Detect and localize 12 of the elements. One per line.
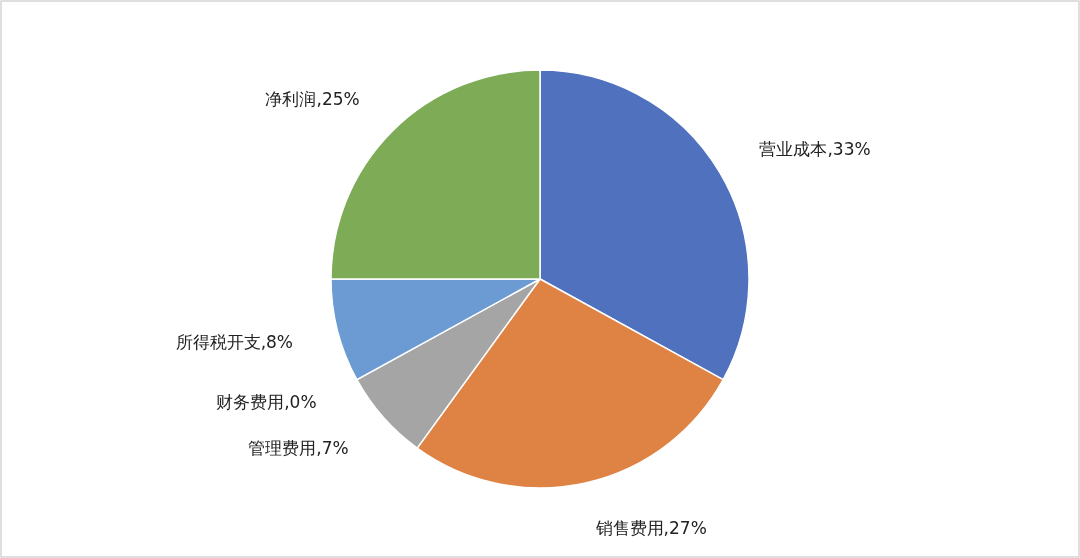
text: ,0% — [284, 391, 317, 412]
data-label: ,7% — [316, 437, 349, 458]
slice-label: 营业成本 — [759, 139, 828, 160]
data-label: ,25% — [316, 88, 360, 109]
slice-label: 管理费用 — [248, 437, 317, 458]
data-label: ,8% — [260, 332, 294, 353]
data-label: ,27% — [663, 517, 707, 538]
slice-label: 销售费用 — [594, 517, 664, 538]
category-label: 财务费用 — [216, 391, 285, 412]
slice-label: 净利润 — [265, 88, 317, 109]
data-label: ,33% — [827, 139, 871, 160]
slice-label: 所得税开支 — [175, 332, 261, 353]
